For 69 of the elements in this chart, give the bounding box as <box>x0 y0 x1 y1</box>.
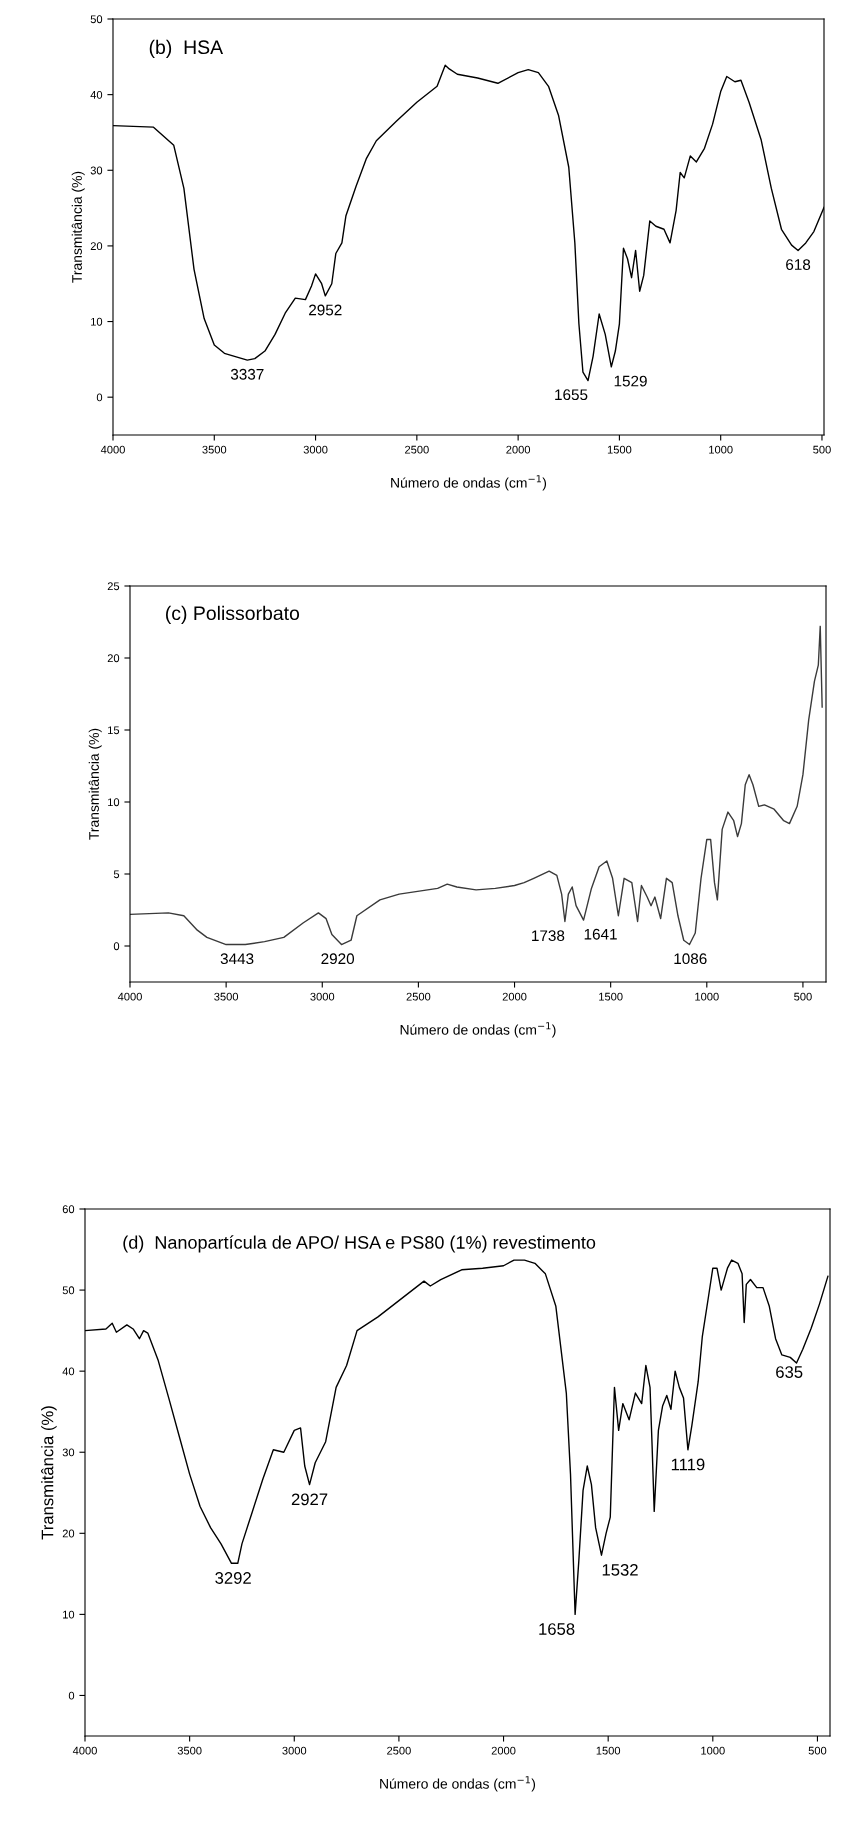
x-tick-label: 1500 <box>607 445 632 454</box>
x-tick-label: 3000 <box>303 445 328 454</box>
y-tick-label: 15 <box>108 726 120 735</box>
y-tick-label: 60 <box>62 1205 75 1214</box>
annotation: 3292 <box>215 1572 251 1584</box>
y-tick-label: 20 <box>62 1529 75 1538</box>
x-tick-label: 500 <box>808 1746 827 1755</box>
y-axis-title: Transmitância (%) <box>88 728 102 840</box>
x-tick-label: 1500 <box>596 1746 621 1755</box>
y-tick-label: 0 <box>68 1691 75 1700</box>
annotation: 635 <box>776 1366 803 1378</box>
y-tick-label: 25 <box>107 582 120 591</box>
y-tick-label: 10 <box>63 1610 75 1619</box>
annotation: 2920 <box>321 953 355 965</box>
y-tick-label: 5 <box>113 870 120 879</box>
y-tick-label: 50 <box>90 15 103 24</box>
annotation: 1655 <box>555 389 588 401</box>
annotation: 1119 <box>671 1458 705 1471</box>
y-tick-label: 50 <box>62 1286 75 1295</box>
annotation: 618 <box>786 259 811 270</box>
x-tick-label: 2000 <box>502 992 527 1001</box>
x-tick-label: 4000 <box>117 992 142 1001</box>
y-axis-title: Transmitância (%) <box>71 171 85 283</box>
x-tick-label: 1500 <box>599 992 623 1001</box>
x-tick-label: 500 <box>794 992 812 1001</box>
text: (b) HSA <box>149 39 224 58</box>
x-tick-label: 3000 <box>310 992 335 1001</box>
x-tick-label: 1000 <box>701 1746 725 1755</box>
annotation: 2952 <box>309 304 342 316</box>
x-axis-title: Número de ondas (cm$^{−1}$) <box>380 1776 536 1792</box>
x-tick-label: 2500 <box>406 992 431 1001</box>
annotation: 1738 <box>532 930 565 942</box>
x-tick-label: 500 <box>813 445 831 454</box>
x-tick-label: 4000 <box>100 445 125 454</box>
y-axis-title: Transmitância (%) <box>41 1406 57 1540</box>
x-tick-label: 3500 <box>214 992 239 1001</box>
x-tick-label: 2500 <box>405 445 429 454</box>
y-tick-label: 40 <box>62 1367 75 1376</box>
y-tick-label: 0 <box>96 393 103 402</box>
annotation: 1532 <box>602 1563 638 1576</box>
x-tick-label: 1000 <box>709 445 733 454</box>
x-axis-title: Número de ondas (cm$^{−1}$) <box>391 475 547 491</box>
x-tick-label: 3500 <box>177 1746 202 1755</box>
y-tick-label: 40 <box>90 90 103 99</box>
y-tick-label: 30 <box>62 1448 75 1457</box>
y-tick-label: 20 <box>90 242 103 251</box>
x-tick-label: 2000 <box>491 1746 516 1755</box>
x-tick-label: 1000 <box>695 992 719 1001</box>
y-tick-label: 30 <box>90 166 103 175</box>
text: (c) Polissorbato <box>166 605 300 624</box>
y-tick-label: 20 <box>107 654 120 663</box>
x-tick-label: 3500 <box>202 445 227 454</box>
text: (d) Nanopartícula de APO/ HSA e PS80 (1%) revestimento <box>123 1235 596 1253</box>
annotation: 2927 <box>291 1493 328 1506</box>
annotation: 1086 <box>674 953 707 965</box>
annotation: 3443 <box>220 953 254 965</box>
x-tick-label: 3000 <box>282 1746 307 1755</box>
x-tick-label: 4000 <box>72 1746 97 1755</box>
x-tick-label: 2000 <box>506 445 531 454</box>
annotation: 1529 <box>614 375 647 387</box>
x-axis-title: Número de ondas (cm$^{−1}$) <box>400 1022 556 1038</box>
y-tick-label: 0 <box>113 942 120 951</box>
x-tick-label: 2500 <box>387 1746 411 1755</box>
annotation: 1641 <box>584 928 617 940</box>
line-series <box>130 625 823 946</box>
annotation: 1658 <box>539 1623 575 1635</box>
annotation: 3337 <box>230 368 264 380</box>
y-tick-label: 10 <box>108 798 120 807</box>
y-tick-label: 10 <box>91 317 103 326</box>
